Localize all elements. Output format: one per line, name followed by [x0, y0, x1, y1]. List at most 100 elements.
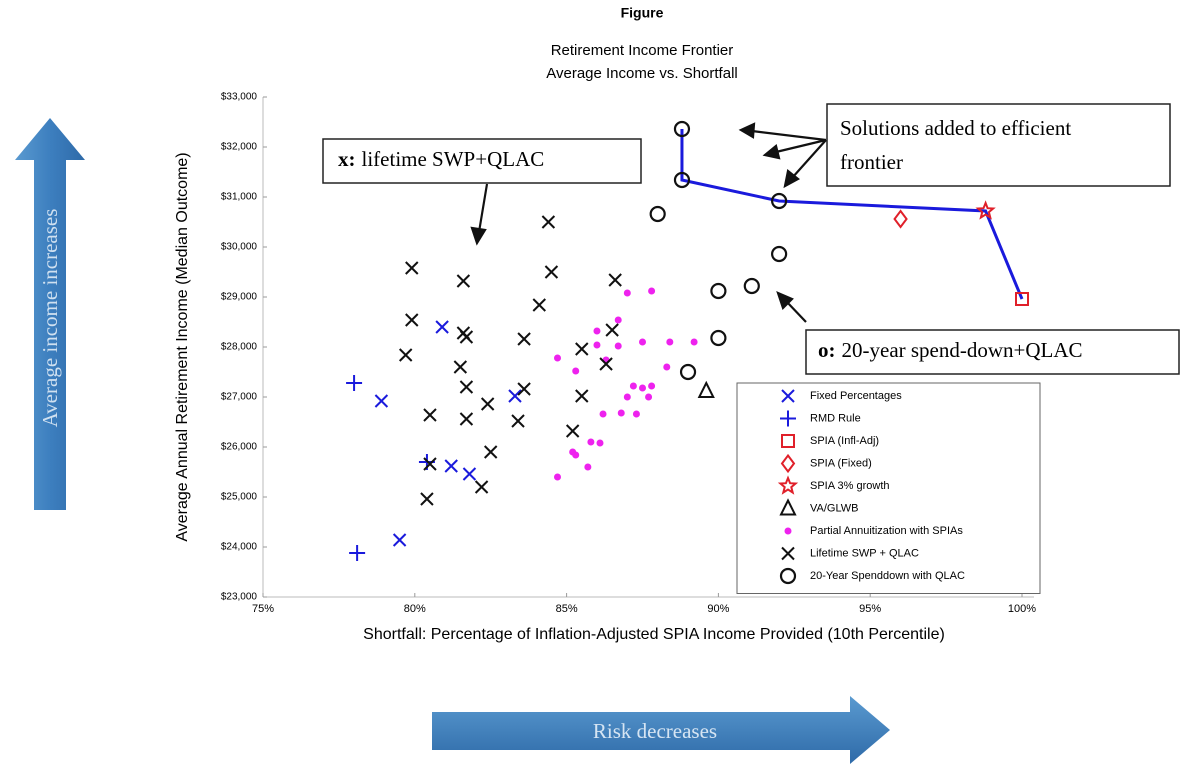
point: [645, 393, 653, 401]
legend-marker: [780, 453, 796, 474]
annotation-text: lifetime SWP+QLAC: [362, 147, 545, 171]
risk-arrow: [432, 696, 890, 764]
y-tick-label: $28,000: [221, 342, 258, 353]
point: [544, 265, 559, 279]
chart-subtitle: Retirement Income Frontier: [551, 42, 734, 59]
point: [679, 363, 697, 381]
point: [420, 492, 434, 506]
y-axis-label: Average Annual Retirement Income (Median…: [174, 152, 191, 541]
annotation-text: Solutions added to efficient: [840, 116, 1071, 140]
point: [623, 393, 631, 401]
point: [673, 120, 691, 138]
point: [710, 282, 727, 300]
point: [975, 200, 996, 220]
x-tick-label: 85%: [556, 603, 578, 615]
point: [599, 357, 613, 371]
point: [690, 338, 698, 346]
point: [553, 473, 561, 481]
point: [423, 408, 437, 422]
point: [673, 171, 691, 189]
point: [599, 410, 607, 418]
legend-marker: [781, 389, 795, 403]
legend-label: SPIA (Fixed): [810, 457, 872, 469]
point: [639, 384, 646, 392]
point: [462, 467, 477, 481]
point: [541, 215, 556, 229]
y-tick-label: $26,000: [221, 442, 258, 453]
income-arrow-label: Average income increases: [38, 209, 62, 428]
point: [456, 274, 471, 288]
annotation-bold: o:: [818, 338, 836, 362]
point: [648, 382, 656, 390]
legend-label: VA/GLWB: [810, 502, 859, 514]
annotation-text: frontier: [840, 150, 903, 174]
annotation-spend: o: 20-year spend-down+QLAC: [805, 329, 1180, 375]
point: [435, 320, 449, 334]
svg-text:o:20-year spend-down+QLAC: o: 20-year spend-down+QLAC: [818, 338, 1083, 362]
point: [710, 329, 727, 347]
point: [474, 480, 489, 494]
point: [614, 342, 622, 350]
point: [617, 409, 625, 417]
point: [697, 380, 715, 398]
legend-marker: [781, 546, 795, 561]
point: [648, 287, 656, 295]
point: [632, 410, 640, 418]
y-tick-label: $24,000: [221, 542, 258, 553]
point: [649, 205, 666, 223]
legend-marker: [779, 498, 797, 516]
point: [459, 330, 474, 344]
x-tick-label: 90%: [707, 603, 729, 615]
legend-marker: [781, 434, 795, 448]
point: [587, 438, 595, 446]
annotation-swp: x: lifetime SWP+QLAC: [322, 138, 642, 184]
point: [480, 397, 495, 411]
legend-label: SPIA (Infl-Adj): [810, 435, 879, 447]
y-tick-label: $27,000: [221, 392, 258, 403]
point: [392, 533, 407, 547]
callout-arrows: [470, 122, 827, 323]
point: [398, 348, 413, 362]
point: [663, 363, 671, 371]
point: [608, 273, 622, 287]
point: [405, 261, 419, 275]
point: [553, 354, 561, 362]
point: [405, 313, 419, 327]
point: [575, 389, 589, 403]
point: [629, 382, 637, 390]
point: [517, 382, 531, 396]
point: [605, 323, 619, 337]
y-tick-label: $31,000: [221, 192, 258, 203]
point: [593, 327, 601, 335]
point: [743, 277, 760, 295]
point: [483, 445, 498, 459]
point: [1015, 292, 1029, 306]
point: [575, 342, 589, 356]
annotation-solutions: Solutions added to efficient frontier: [826, 103, 1171, 187]
annotation-text: 20-year spend-down+QLAC: [842, 338, 1083, 362]
legend-label: SPIA 3% growth: [810, 480, 890, 492]
point: [771, 245, 788, 263]
income-arrow: [15, 118, 85, 510]
legend-marker: [784, 527, 792, 535]
point: [639, 338, 646, 346]
svg-text:x:lifetime SWP+QLAC: x: lifetime SWP+QLAC: [338, 147, 544, 171]
x-axis-label: Shortfall: Percentage of Inflation-Adjus…: [363, 626, 945, 643]
chart-title: Figure: [621, 5, 664, 21]
x-tick-label: 80%: [404, 603, 426, 615]
x-tick-label: 100%: [1008, 603, 1036, 615]
point: [459, 412, 474, 426]
point: [511, 414, 525, 428]
point: [593, 341, 601, 349]
x-tick-label: 95%: [859, 603, 881, 615]
legend-label: RMD Rule: [810, 412, 861, 424]
point: [572, 451, 580, 459]
point: [771, 192, 788, 210]
legend-label: Lifetime SWP + QLAC: [810, 547, 919, 559]
point: [666, 338, 674, 346]
point: [565, 424, 580, 438]
point: [423, 457, 437, 471]
y-tick-label: $30,000: [221, 242, 258, 253]
chart-subtitle: Average Income vs. Shortfall: [546, 65, 737, 82]
